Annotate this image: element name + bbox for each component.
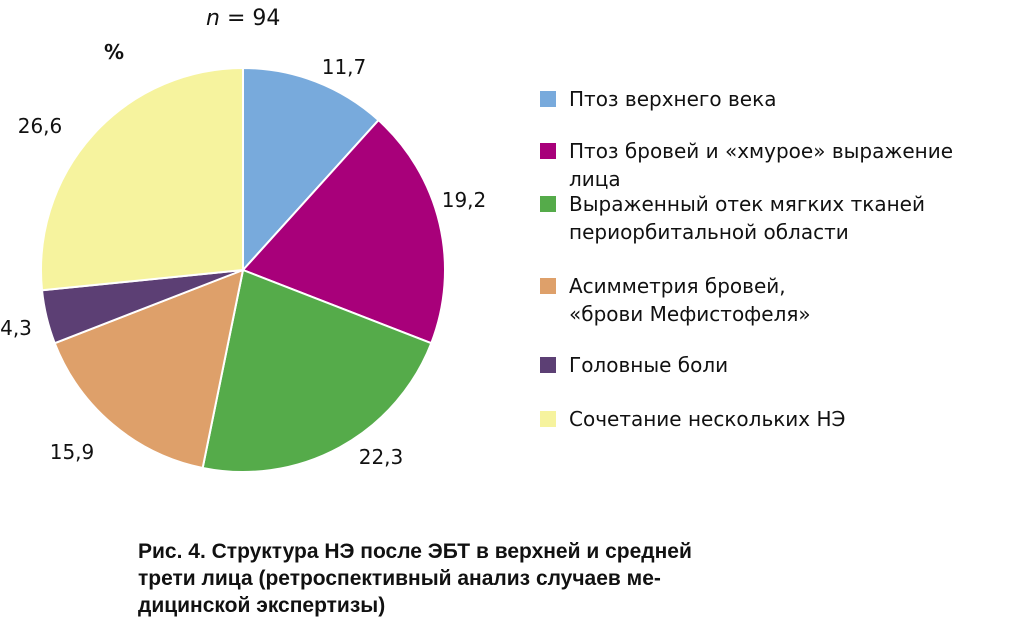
sample-size-value: = 94 [219,6,281,31]
legend-label: Сочетание нескольких НЭ [569,407,846,431]
legend-swatch [540,143,556,159]
legend-item-asymmetry: Асимметрия бровей, «брови Мефистофеля» [540,272,811,328]
legend-label: Птоз бровей и «хмурое» выражение лица [569,139,954,191]
legend-swatch [540,278,556,294]
legend-swatch [540,411,556,427]
legend-item-headache: Головные боли [540,351,728,379]
slice-value-label: 15,9 [50,440,95,464]
slice-edema [201,268,433,473]
slice-combination [40,66,244,292]
slice-value-label: 26,6 [18,114,63,138]
slice-ptosis-eyelid [242,66,380,273]
sample-size-label: n = 94 [206,6,280,31]
legend-item-ptosis-eyelid: Птоз верхнего века [540,85,776,113]
legend-item-ptosis-brows: Птоз бровей и «хмурое» выражение лица [540,137,1010,193]
sample-size-symbol: n [206,6,220,31]
unit-label: % [104,40,125,64]
legend-label: Птоз верхнего века [569,87,777,111]
slice-value-label: 11,7 [322,55,367,79]
legend-label: Выраженный отек мягких тканей периорбита… [569,192,925,244]
legend-swatch [540,357,556,373]
slice-value-label: 19,2 [442,188,487,212]
legend-item-combination: Сочетание нескольких НЭ [540,405,846,433]
pie-chart: 11,7 19,2 22,3 15,9 4,3 26,6 [0,55,486,473]
pie-value-labels: 11,7 19,2 22,3 15,9 4,3 26,6 [0,55,486,469]
legend-label: Головные боли [569,353,729,377]
slice-value-label: 4,3 [0,316,32,340]
legend-swatch [540,196,556,212]
legend-item-edema: Выраженный отек мягких тканей периорбита… [540,190,925,246]
pie-slices [40,66,446,473]
legend-swatch [540,91,556,107]
legend-label: Асимметрия бровей, «брови Мефистофеля» [569,274,811,326]
slice-value-label: 22,3 [359,445,404,469]
slice-asymmetry [53,268,245,470]
slice-ptosis-brows [241,118,446,345]
figure-caption: Рис. 4. Структура НЭ после ЭБТ в верхней… [138,540,692,617]
